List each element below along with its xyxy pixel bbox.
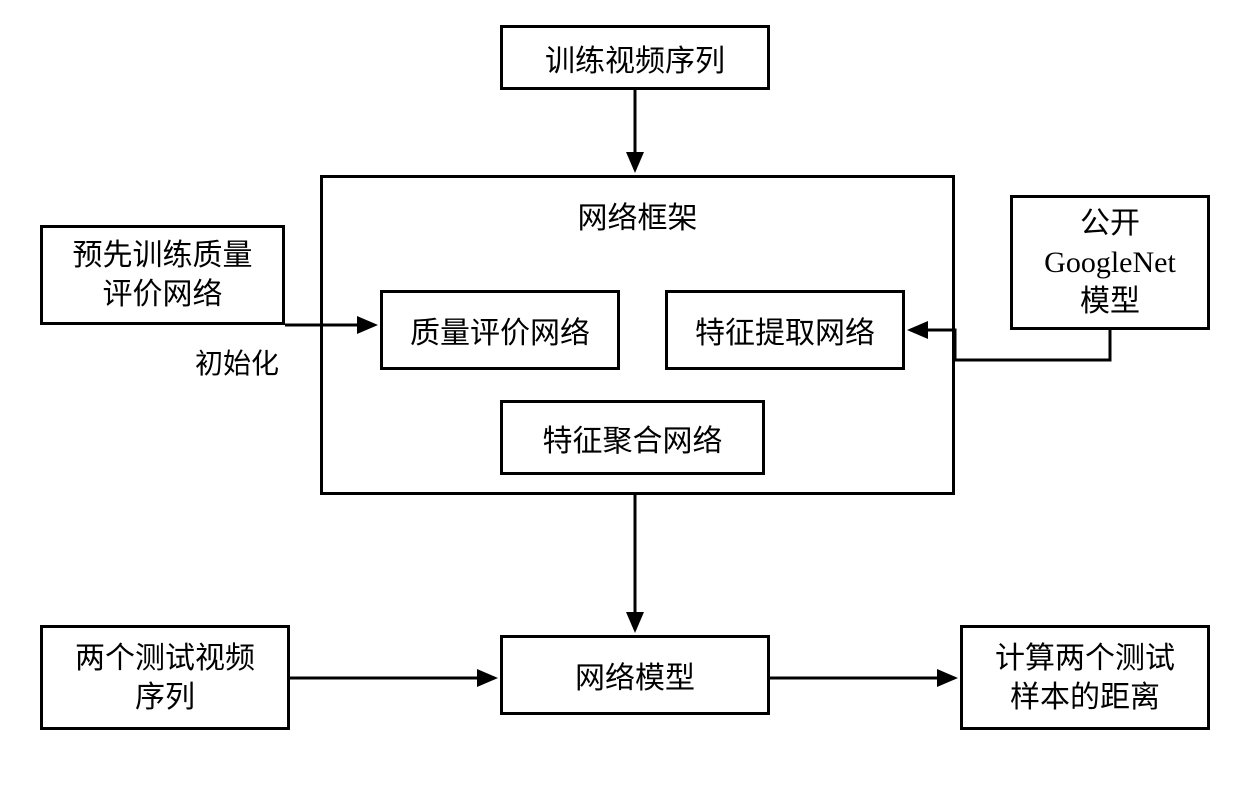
model-label: 网络模型 xyxy=(575,653,695,697)
framework-title: 网络框架 xyxy=(578,193,698,237)
feature-net-box: 特征提取网络 xyxy=(665,290,905,370)
feature-net-label: 特征提取网络 xyxy=(695,308,875,352)
model-box: 网络模型 xyxy=(500,635,770,715)
pretrain-box: 预先训练质量 评价网络 xyxy=(40,225,285,325)
aggregate-label: 特征聚合网络 xyxy=(543,416,723,460)
train-seq-box: 训练视频序列 xyxy=(500,25,770,90)
googlenet-label: 公开 GoogleNet 模型 xyxy=(1044,204,1176,321)
distance-label: 计算两个测试 样本的距离 xyxy=(995,639,1175,717)
quality-net-label: 质量评价网络 xyxy=(410,308,590,352)
pretrain-label: 预先训练质量 评价网络 xyxy=(73,236,253,314)
test-seq-label: 两个测试视频 序列 xyxy=(75,639,255,717)
quality-net-box: 质量评价网络 xyxy=(380,290,620,370)
init-edge-label: 初始化 xyxy=(195,342,279,382)
test-seq-box: 两个测试视频 序列 xyxy=(40,625,290,730)
distance-box: 计算两个测试 样本的距离 xyxy=(960,625,1210,730)
googlenet-box: 公开 GoogleNet 模型 xyxy=(1010,195,1210,330)
train-seq-label: 训练视频序列 xyxy=(545,36,725,80)
aggregate-box: 特征聚合网络 xyxy=(500,400,765,475)
